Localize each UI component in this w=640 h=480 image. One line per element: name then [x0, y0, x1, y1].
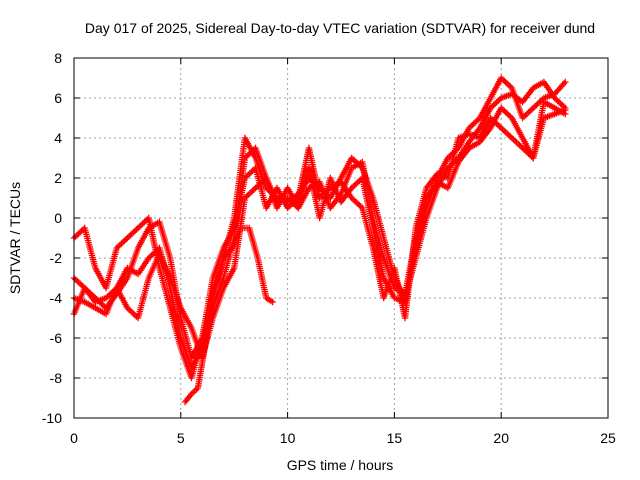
data-point [562, 78, 569, 86]
x-axis-label: GPS time / hours [287, 457, 394, 473]
data-points [70, 74, 569, 406]
chart-title: Day 017 of 2025, Sidereal Day-to-day VTE… [85, 20, 595, 36]
plot-frame [73, 57, 609, 419]
y-tick-label: -8 [50, 370, 63, 386]
axis-ticks: 0 5 10 15 20 25 -10 -8 -6 -4 -2 0 2 4 6 8 [42, 50, 616, 446]
y-tick-label: 4 [54, 130, 62, 146]
data-point [269, 298, 276, 306]
y-tick-label: 0 [54, 210, 62, 226]
y-tick-label: -2 [50, 250, 63, 266]
y-tick-label: -10 [42, 410, 62, 426]
y-tick-label: 8 [54, 50, 62, 66]
x-tick-label: 5 [177, 430, 185, 446]
series-group [181, 224, 276, 406]
y-tick-label: 6 [54, 90, 62, 106]
x-tick-label: 15 [387, 430, 403, 446]
x-tick-label: 20 [493, 430, 509, 446]
series-group [70, 106, 569, 382]
series-group [70, 98, 569, 362]
data-point [562, 110, 569, 118]
x-tick-label: 0 [70, 430, 78, 446]
x-tick-label: 25 [600, 430, 616, 446]
x-tick-label: 10 [280, 430, 296, 446]
grid-lines [74, 58, 608, 418]
y-tick-label: -6 [50, 330, 63, 346]
y-axis-label: SDTVAR / TECUs [7, 182, 23, 294]
y-tick-label: -4 [50, 290, 63, 306]
y-tick-label: 2 [54, 170, 62, 186]
